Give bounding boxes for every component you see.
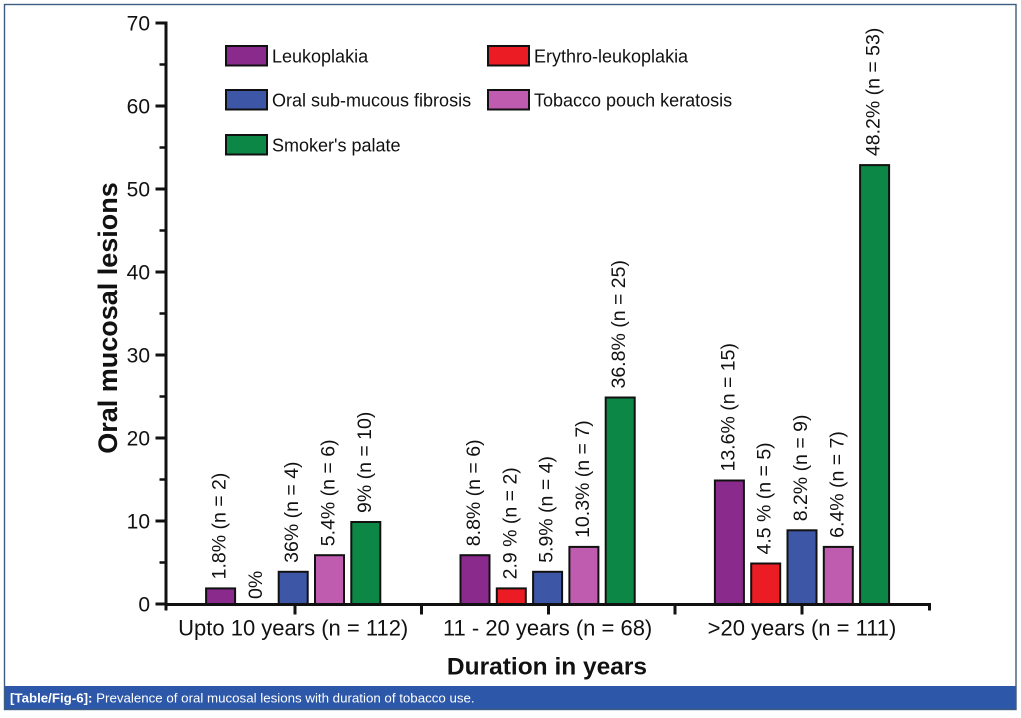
svg-text:13.6% (n = 15): 13.6% (n = 15) <box>717 343 739 471</box>
svg-text:48.2% (n = 53): 48.2% (n = 53) <box>863 28 885 156</box>
svg-text:20: 20 <box>127 428 150 451</box>
svg-text:30: 30 <box>127 345 150 368</box>
svg-text:2.9 % (n = 2): 2.9 % (n = 2) <box>499 467 521 579</box>
svg-text:70: 70 <box>127 13 150 36</box>
svg-text:>20 years (n = 111): >20 years (n = 111) <box>708 616 897 641</box>
svg-text:36.8% (n = 25): 36.8% (n = 25) <box>608 260 630 388</box>
svg-text:Oral mucosal lesions: Oral mucosal lesions <box>93 182 123 454</box>
svg-text:8.2% (n = 9): 8.2% (n = 9) <box>790 415 812 522</box>
svg-text:Tobacco pouch keratosis: Tobacco pouch keratosis <box>534 90 732 110</box>
svg-text:Upto 10 years (n = 112): Upto 10 years (n = 112) <box>178 616 408 641</box>
svg-text:9% (n = 10): 9% (n = 10) <box>354 412 376 513</box>
svg-text:11 - 20 years (n = 68): 11 - 20 years (n = 68) <box>443 616 652 641</box>
svg-text:0%: 0% <box>245 571 267 599</box>
svg-text:5.4% (n = 6): 5.4% (n = 6) <box>318 439 340 546</box>
svg-text:60: 60 <box>127 96 150 119</box>
svg-text:8.8% (n = 6): 8.8% (n = 6) <box>463 439 485 546</box>
svg-text:36% (n = 4): 36% (n = 4) <box>281 461 303 562</box>
svg-text:Leukoplakia: Leukoplakia <box>272 46 369 66</box>
svg-text:10.3% (n = 7): 10.3% (n = 7) <box>572 420 594 538</box>
svg-text:0: 0 <box>138 594 150 617</box>
svg-text:4.5 % (n = 5): 4.5 % (n = 5) <box>754 442 776 554</box>
svg-text:6.4% (n = 7): 6.4% (n = 7) <box>826 431 848 538</box>
svg-text:1.8% (n = 2): 1.8% (n = 2) <box>209 473 231 580</box>
svg-text:[Table/Fig-6]: Prevalence of o: [Table/Fig-6]: Prevalence of oral mucosa… <box>10 690 475 705</box>
svg-text:Smoker's palate: Smoker's palate <box>272 135 401 155</box>
svg-text:40: 40 <box>127 262 150 285</box>
svg-text:Oral sub-mucous fibrosis: Oral sub-mucous fibrosis <box>272 90 471 110</box>
svg-text:50: 50 <box>127 179 150 202</box>
svg-text:Duration in years: Duration in years <box>447 654 647 681</box>
svg-text:Erythro-leukoplakia: Erythro-leukoplakia <box>534 46 689 66</box>
svg-text:5.9% (n = 4): 5.9% (n = 4) <box>536 456 558 563</box>
svg-text:10: 10 <box>127 511 150 534</box>
